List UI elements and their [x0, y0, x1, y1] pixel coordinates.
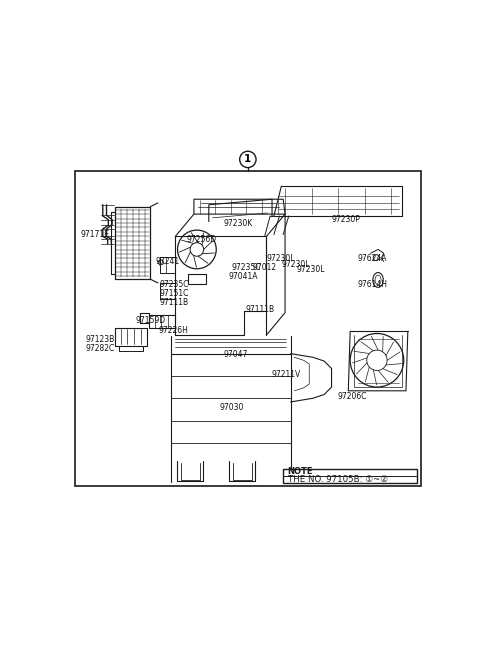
Bar	[283, 469, 417, 483]
Text: 97171E: 97171E	[81, 230, 109, 239]
Text: 97030: 97030	[219, 403, 243, 412]
Text: 97230L: 97230L	[267, 255, 295, 263]
Text: 97235C: 97235C	[231, 263, 261, 272]
Text: 97624A: 97624A	[358, 255, 387, 263]
Text: 97123B: 97123B	[85, 335, 115, 344]
Text: 97235C: 97235C	[160, 280, 189, 289]
Text: 1: 1	[244, 154, 252, 165]
Text: 97230L: 97230L	[297, 266, 325, 274]
Text: 97614H: 97614H	[358, 280, 388, 289]
Text: 97151C: 97151C	[160, 289, 189, 298]
Text: 97230P: 97230P	[332, 215, 360, 224]
Bar	[75, 171, 421, 485]
Text: 97211V: 97211V	[271, 369, 300, 379]
Text: 97241: 97241	[156, 257, 180, 266]
Text: 97230L: 97230L	[282, 260, 310, 269]
Text: 97012: 97012	[252, 263, 277, 272]
Text: 97111B: 97111B	[245, 305, 275, 314]
Text: 97256D: 97256D	[186, 235, 216, 243]
Text: 97282C: 97282C	[85, 344, 115, 353]
Text: 97159D: 97159D	[135, 316, 165, 325]
Text: NOTE: NOTE	[288, 467, 313, 476]
Text: THE NO. 97105B: ①~②: THE NO. 97105B: ①~②	[288, 475, 388, 483]
Text: 97226H: 97226H	[158, 326, 189, 335]
Text: 97206C: 97206C	[337, 392, 367, 401]
Text: 97041A: 97041A	[228, 272, 258, 281]
Text: 97230K: 97230K	[224, 219, 253, 228]
Text: 97047: 97047	[224, 350, 248, 359]
Text: 97111B: 97111B	[160, 298, 189, 307]
